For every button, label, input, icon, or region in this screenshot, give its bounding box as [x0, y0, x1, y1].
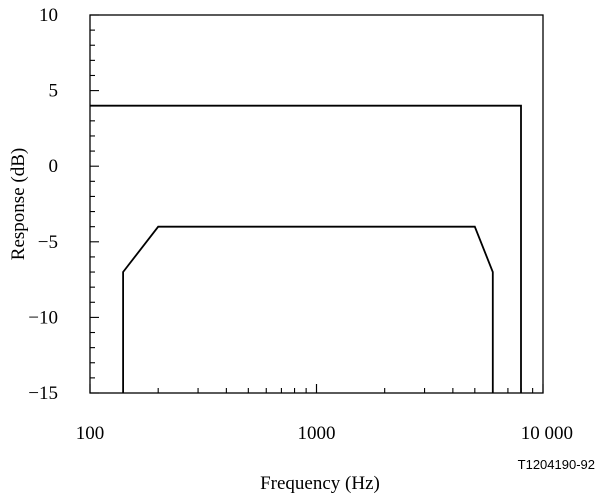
x-minor-ticks: [89, 384, 544, 393]
y-axis-title: Response (dB): [8, 148, 29, 260]
y-tick-label: −15: [28, 383, 58, 404]
y-tick-label: 10: [39, 5, 58, 26]
y-tick-label: 0: [49, 156, 59, 177]
y-tick-label: −10: [28, 307, 58, 328]
y-tick-label: 5: [49, 81, 59, 102]
x-axis-title: Frequency (Hz): [260, 473, 380, 494]
series-layer: [90, 104, 522, 393]
series-line-1: [90, 104, 522, 393]
plot-frame: [89, 14, 544, 394]
x-tick-label: 10 000: [521, 423, 573, 444]
y-minor-ticks: [90, 14, 99, 394]
x-tick-label: 100: [76, 423, 105, 444]
series-line-2: [122, 225, 494, 393]
y-tick-labels: 10 5 0 −5 −10 −15: [28, 5, 58, 404]
x-tick-labels: 100 1000 10 000: [76, 423, 573, 444]
y-tick-label: −5: [38, 232, 58, 253]
figure-code-label: T1204190-92: [518, 457, 595, 472]
x-tick-label: 1000: [298, 423, 336, 444]
